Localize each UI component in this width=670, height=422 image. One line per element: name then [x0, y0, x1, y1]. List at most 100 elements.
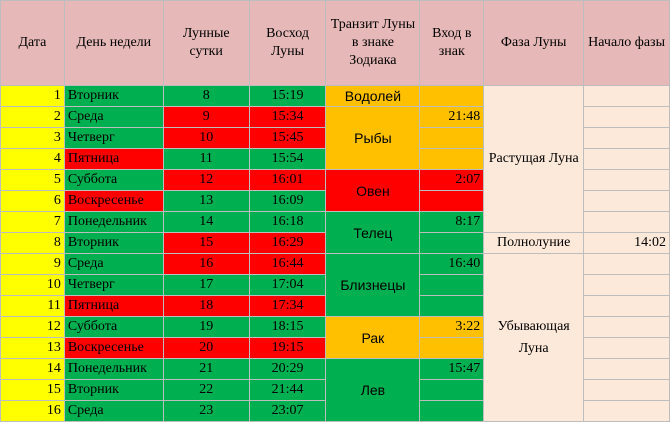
sign-taurus: Телец [325, 211, 421, 254]
date-cell: 8 [0, 232, 65, 254]
weekday-cell: Вторник [63, 379, 164, 401]
weekday-cell: Четверг [63, 127, 164, 149]
weekday-cell: Среда [63, 106, 164, 128]
phase-start-cell [583, 337, 670, 359]
lunar-day-cell: 21 [162, 358, 250, 380]
table-row: 8 Вторник 15 16:29 Полнолуние 14:02 [0, 232, 670, 254]
sign-cancer: Рак [325, 316, 421, 359]
phase-waxing: Растущая Луна [483, 85, 585, 233]
date-cell: 7 [0, 211, 65, 233]
phase-start-cell [583, 148, 670, 170]
table-row: 12 Суббота 19 18:15 Рак 3:22 [0, 316, 670, 359]
date-cell: 16 [0, 400, 65, 422]
table-row: 13 Воскресенье 20 19:15 [0, 337, 670, 359]
weekday-cell: Пятница [63, 295, 164, 317]
moonrise-cell: 17:34 [248, 295, 327, 317]
lunar-day-cell: 20 [162, 337, 250, 359]
header-date: Дата [0, 0, 65, 86]
date-cell: 13 [0, 337, 65, 359]
lunar-day-cell: 11 [162, 148, 250, 170]
lunar-day-cell: 9 [162, 106, 250, 128]
lunar-day-cell: 18 [162, 295, 250, 317]
phase-start-cell [583, 274, 670, 296]
weekday-cell: Воскресенье [63, 190, 164, 212]
weekday-cell: Суббота [63, 316, 164, 338]
date-cell: 1 [0, 85, 65, 107]
table-row: 16 Среда 23 23:07 [0, 400, 670, 422]
moonrise-cell: 16:44 [248, 253, 327, 275]
header-phase-start: Начало фазы [583, 0, 670, 86]
table-row: 15 Вторник 22 21:44 [0, 379, 670, 401]
sign-leo: Лев [325, 358, 421, 422]
lunar-day-cell: 10 [162, 127, 250, 149]
phase-start-cell [583, 127, 670, 149]
phase-start-cell [583, 295, 670, 317]
lunar-day-cell: 22 [162, 379, 250, 401]
moonrise-cell: 15:54 [248, 148, 327, 170]
weekday-cell: Пятница [63, 148, 164, 170]
date-cell: 10 [0, 274, 65, 296]
table-row: 14 Понедельник 21 20:29 Лев 15:47 [0, 358, 670, 422]
lunar-day-cell: 17 [162, 274, 250, 296]
date-cell: 12 [0, 316, 65, 338]
weekday-cell: Среда [63, 400, 164, 422]
moonrise-cell: 21:44 [248, 379, 327, 401]
weekday-cell: Четверг [63, 274, 164, 296]
moonrise-cell: 18:15 [248, 316, 327, 338]
table-row: 6 Воскресенье 13 16:09 [0, 190, 670, 212]
phase-start-cell [583, 211, 670, 233]
phase-start-cell [583, 358, 670, 380]
phase-start-cell [583, 316, 670, 338]
sign-aquarius: Водолей [325, 85, 421, 107]
lunar-day-cell: 23 [162, 400, 250, 422]
enter-cell [419, 190, 485, 212]
sign-pisces: Рыбы [325, 106, 421, 170]
moonrise-cell: 16:01 [248, 169, 327, 191]
enter-cell: 2:07 [419, 169, 485, 191]
phase-start-cell [583, 400, 670, 422]
phase-start-cell [583, 85, 670, 107]
moonrise-cell: 15:19 [248, 85, 327, 107]
date-cell: 11 [0, 295, 65, 317]
moonrise-cell: 23:07 [248, 400, 327, 422]
enter-cell: 15:47 [419, 358, 485, 380]
weekday-cell: Вторник [63, 232, 164, 254]
phase-start-cell [583, 190, 670, 212]
header-phase: Фаза Луны [483, 0, 585, 86]
lunar-day-cell: 19 [162, 316, 250, 338]
lunar-day-cell: 13 [162, 190, 250, 212]
weekday-cell: Суббота [63, 169, 164, 191]
date-cell: 3 [0, 127, 65, 149]
date-cell: 9 [0, 253, 65, 275]
enter-cell: 21:48 [419, 106, 485, 128]
enter-cell [419, 85, 485, 107]
phase-start-cell [583, 379, 670, 401]
table-row: 11 Пятница 18 17:34 [0, 295, 670, 317]
header-enter-sign: Вход в знак [419, 0, 485, 86]
lunar-day-cell: 14 [162, 211, 250, 233]
enter-cell: 8:17 [419, 211, 485, 233]
date-cell: 2 [0, 106, 65, 128]
weekday-cell: Понедельник [63, 211, 164, 233]
weekday-cell: Вторник [63, 85, 164, 107]
lunar-day-cell: 12 [162, 169, 250, 191]
phase-start-full-moon: 14:02 [583, 232, 670, 254]
moonrise-cell: 16:18 [248, 211, 327, 233]
phase-waning: Убывающая Луна [483, 253, 585, 422]
moonrise-cell: 16:29 [248, 232, 327, 254]
header-lunar-days: Лунные сутки [162, 0, 250, 86]
enter-cell [419, 337, 485, 359]
lunar-day-cell: 8 [162, 85, 250, 107]
enter-cell [419, 127, 485, 149]
enter-cell [419, 295, 485, 317]
phase-start-cell [583, 253, 670, 275]
header-row: Дата День недели Лунные сутки Восход Лун… [0, 0, 670, 86]
moonrise-cell: 16:09 [248, 190, 327, 212]
enter-cell [419, 400, 485, 422]
moonrise-cell: 20:29 [248, 358, 327, 380]
date-cell: 5 [0, 169, 65, 191]
weekday-cell: Понедельник [63, 358, 164, 380]
date-cell: 14 [0, 358, 65, 380]
lunar-day-cell: 16 [162, 253, 250, 275]
